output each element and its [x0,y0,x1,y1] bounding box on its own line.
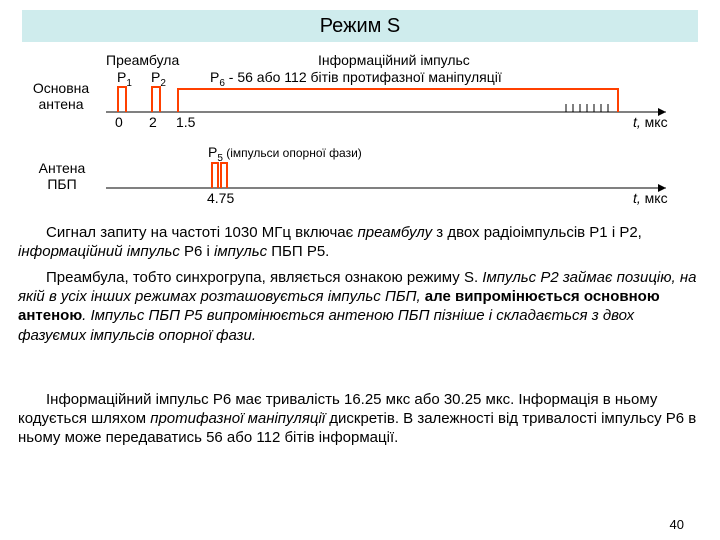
diagram-svg [18,52,698,210]
timing-diagram: Преамбула Інформаційний імпульс Р1 Р2 Р6… [18,52,698,210]
page-number: 40 [670,517,684,532]
paragraph-2: Преамбула, тобто синхрогрупа, являється … [18,268,698,345]
paragraph-3: Інформаційний імпульс Р6 має тривалість … [18,390,698,448]
paragraph-1: Сигнал запиту на частоті 1030 МГц включа… [18,223,698,261]
title-band: Режим S [22,10,698,42]
